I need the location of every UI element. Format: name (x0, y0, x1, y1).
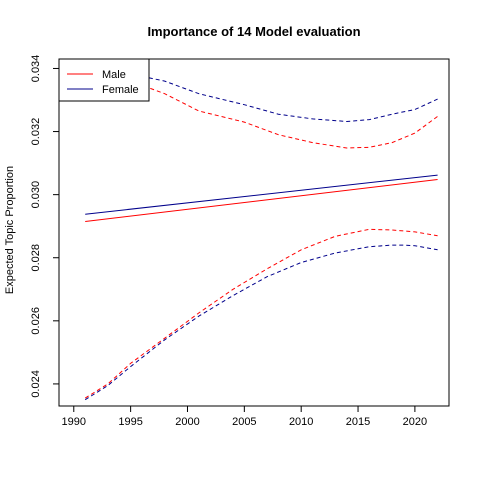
y-axis-title: Expected Topic Proportion (4, 166, 16, 294)
y-tick-label-1: 0.026 (30, 307, 42, 335)
y-tick-label-4: 0.032 (30, 118, 42, 146)
y-tick-label-2: 0.028 (30, 244, 42, 272)
x-axis: 1990 1995 2000 2005 2010 2015 2020 (62, 406, 427, 428)
series-female-line (85, 174, 438, 215)
female-upper-ci-line (141, 75, 438, 123)
male-upper-ci-line (130, 80, 438, 149)
male-lower-ci-line (84, 228, 438, 399)
y-tick-label-5: 0.034 (30, 55, 42, 83)
x-tick-label-2015: 2015 (346, 416, 370, 428)
chart-title: Importance of 14 Model evaluation (147, 24, 360, 39)
x-tick-label-1990: 1990 (62, 416, 86, 428)
y-tick-label-3: 0.030 (30, 181, 42, 209)
y-tick-label-0: 0.024 (30, 370, 42, 398)
legend-box (58, 58, 150, 102)
x-tick-label-2005: 2005 (232, 416, 256, 428)
legend-label-female: Female (102, 84, 139, 96)
legend-label-male: Male (102, 69, 126, 81)
x-tick-label-2010: 2010 (289, 416, 313, 428)
y-axis: 0.024 0.026 0.028 0.030 0.032 0.034 (30, 55, 59, 398)
plot-frame (58, 58, 450, 407)
series-male-line (85, 179, 438, 222)
legend: Male Female (58, 58, 150, 102)
x-tick-label-2020: 2020 (403, 416, 427, 428)
x-tick-label-1995: 1995 (118, 416, 142, 428)
series-layer (84, 75, 438, 401)
female-lower-ci-line (84, 244, 438, 401)
x-tick-label-2000: 2000 (175, 416, 199, 428)
